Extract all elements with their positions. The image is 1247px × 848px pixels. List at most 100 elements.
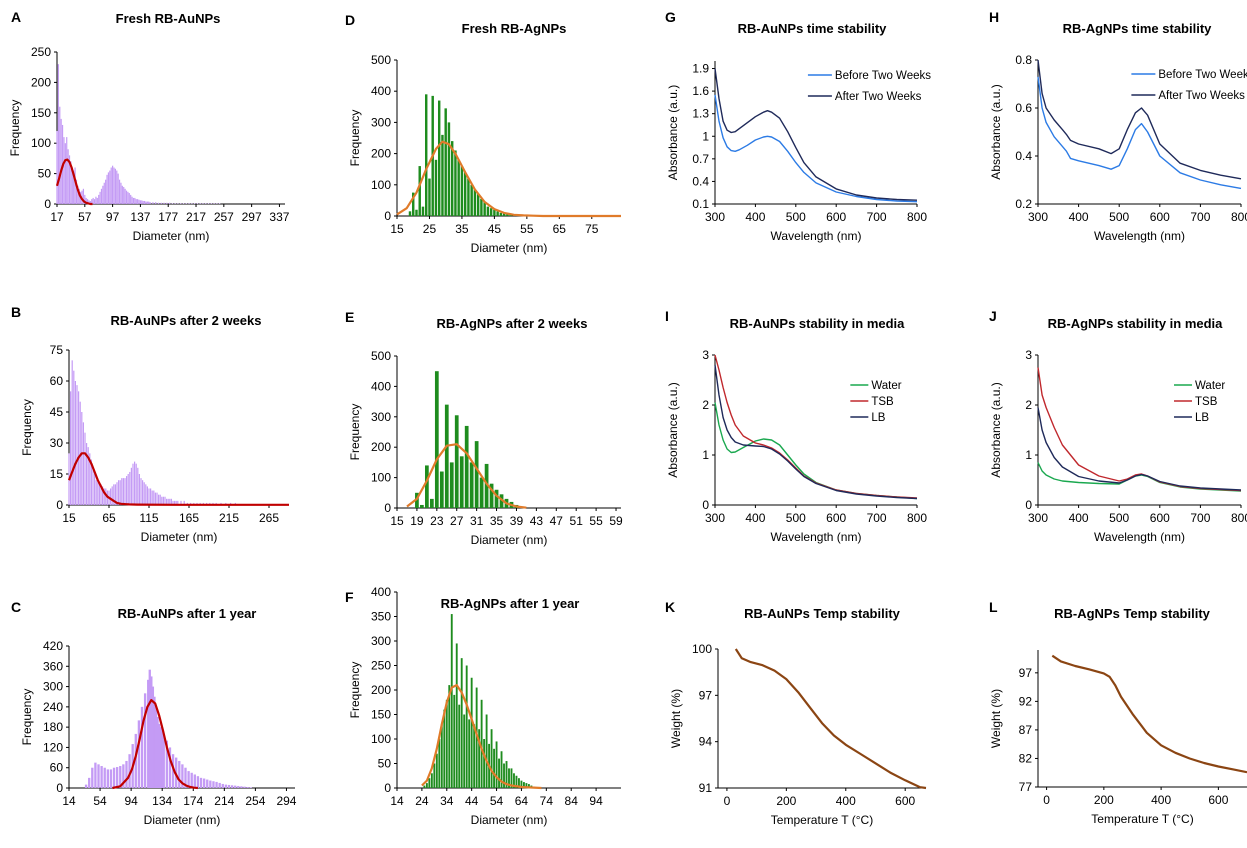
histogram-bar: [130, 194, 132, 204]
chart-title: RB-AgNPs after 2 weeks: [437, 316, 588, 331]
y-tick-label: 0: [44, 197, 51, 211]
y-tick-label: 0: [56, 498, 63, 512]
y-tick-label: 400: [371, 379, 391, 393]
y-tick-label: 360: [43, 659, 63, 673]
histogram-bar: [70, 391, 72, 505]
histogram-bar: [135, 199, 137, 204]
histogram-bar: [159, 727, 162, 788]
x-tick-label: 0: [724, 794, 731, 808]
histogram-bar: [460, 658, 463, 788]
histogram-bar: [137, 199, 139, 204]
histogram-bar: [91, 199, 93, 204]
y-tick-label: 150: [371, 708, 391, 722]
histogram-bar: [473, 189, 477, 216]
x-tick-label: 15: [390, 222, 404, 236]
histogram-bar: [523, 782, 525, 788]
histogram-bar: [489, 208, 493, 216]
histogram-bar: [469, 462, 474, 508]
legend-label: After Two Weeks: [1158, 90, 1245, 102]
x-tick-label: 600: [826, 511, 846, 525]
y-axis-label: Absorbance (a.u.): [989, 84, 1003, 179]
histogram-bar: [425, 465, 429, 508]
histogram-bar: [109, 769, 113, 788]
x-tick-label: 700: [1190, 511, 1210, 525]
x-tick-label: 24: [415, 794, 429, 808]
panel-label: I: [665, 308, 669, 324]
x-tick-label: 94: [589, 794, 603, 808]
histogram-bar: [138, 199, 140, 204]
histogram-bar: [183, 500, 185, 505]
x-tick-label: 400: [1069, 511, 1089, 525]
x-tick-label: 265: [259, 511, 279, 525]
histogram-bar: [107, 172, 110, 204]
histogram-bar: [113, 167, 115, 204]
legend-label: After Two Weeks: [835, 91, 922, 103]
x-tick-label: 400: [836, 794, 856, 808]
y-tick-label: 60: [50, 374, 64, 388]
histogram-bar: [470, 677, 473, 788]
y-tick-label: 0: [56, 781, 63, 795]
panel-label: A: [11, 9, 21, 25]
y-tick-label: 100: [371, 471, 391, 485]
x-tick-label: 115: [139, 511, 158, 525]
histogram-bar: [434, 159, 438, 216]
y-tick-label: 97: [1019, 666, 1033, 680]
histogram-bar: [448, 685, 451, 788]
y-tick-label: 1: [1025, 448, 1032, 462]
y-tick-label: 0.8: [1015, 53, 1032, 67]
histogram-bar: [458, 704, 461, 788]
histogram-bar: [421, 206, 425, 216]
histogram-bar: [102, 185, 104, 204]
histogram-bar: [169, 498, 171, 505]
histogram-bar: [240, 786, 243, 788]
histogram-bar: [465, 665, 468, 788]
histogram-bar: [184, 767, 187, 788]
histogram-bar: [499, 212, 503, 216]
x-tick-label: 35: [490, 514, 504, 528]
histogram-bar: [87, 447, 89, 505]
histogram-bar: [94, 474, 96, 505]
histogram-bar: [470, 184, 473, 216]
y-axis-label: Frequency: [20, 399, 34, 456]
gaussian-fit-line: [421, 683, 542, 790]
histogram-bar: [59, 106, 61, 204]
series-line: [734, 648, 927, 790]
histogram-bar: [138, 474, 140, 505]
x-tick-label: 257: [214, 210, 234, 224]
y-tick-label: 300: [43, 680, 63, 694]
histogram-bar: [190, 772, 193, 788]
histogram-bar: [191, 203, 193, 204]
histogram-bar: [111, 486, 113, 505]
histogram-bar: [135, 463, 137, 505]
x-axis-label: Temperature T (°C): [1091, 812, 1193, 826]
x-tick-label: 97: [106, 210, 120, 224]
histogram-bar: [169, 202, 171, 204]
histogram-bar: [153, 490, 155, 505]
histogram-bar: [474, 441, 479, 508]
y-tick-label: 3: [702, 348, 709, 362]
x-tick-label: 800: [1231, 511, 1247, 525]
x-tick-label: 800: [907, 210, 927, 224]
histogram-bar: [450, 141, 454, 216]
histogram-bar: [161, 730, 164, 788]
histogram-bar: [180, 203, 182, 204]
y-tick-label: 92: [1019, 694, 1033, 708]
histogram-bar: [122, 764, 125, 788]
x-tick-label: 400: [1151, 793, 1171, 807]
histogram-bar: [113, 484, 115, 505]
x-tick-label: 600: [826, 210, 846, 224]
legend-label: Water: [1195, 380, 1225, 392]
histogram-bar: [425, 783, 428, 788]
histogram-bar: [156, 492, 158, 505]
histogram-bar: [216, 203, 218, 204]
histogram-bar: [89, 453, 91, 505]
x-tick-label: 800: [907, 511, 927, 525]
panel-h: H RB-AgNPs time stability 0.2 0.4 0.6 0.8 300 4…: [989, 9, 1247, 243]
histogram-bar: [84, 432, 86, 505]
y-tick-label: 0.7: [692, 152, 709, 166]
histogram-bar: [194, 203, 196, 204]
histogram-bar: [151, 686, 155, 788]
chart-title: RB-AgNPs stability in media: [1048, 316, 1224, 331]
panel-label: B: [11, 304, 21, 320]
